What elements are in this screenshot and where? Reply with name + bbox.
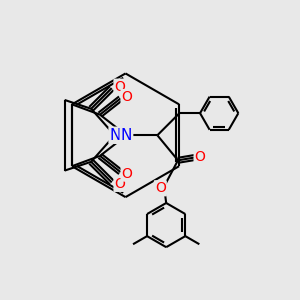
- Text: O: O: [122, 167, 133, 181]
- Text: O: O: [115, 177, 125, 191]
- Text: N: N: [110, 128, 121, 143]
- Text: O: O: [195, 150, 206, 164]
- Text: O: O: [115, 80, 125, 94]
- Text: O: O: [155, 181, 166, 195]
- Text: N: N: [121, 128, 132, 143]
- Text: O: O: [122, 90, 133, 104]
